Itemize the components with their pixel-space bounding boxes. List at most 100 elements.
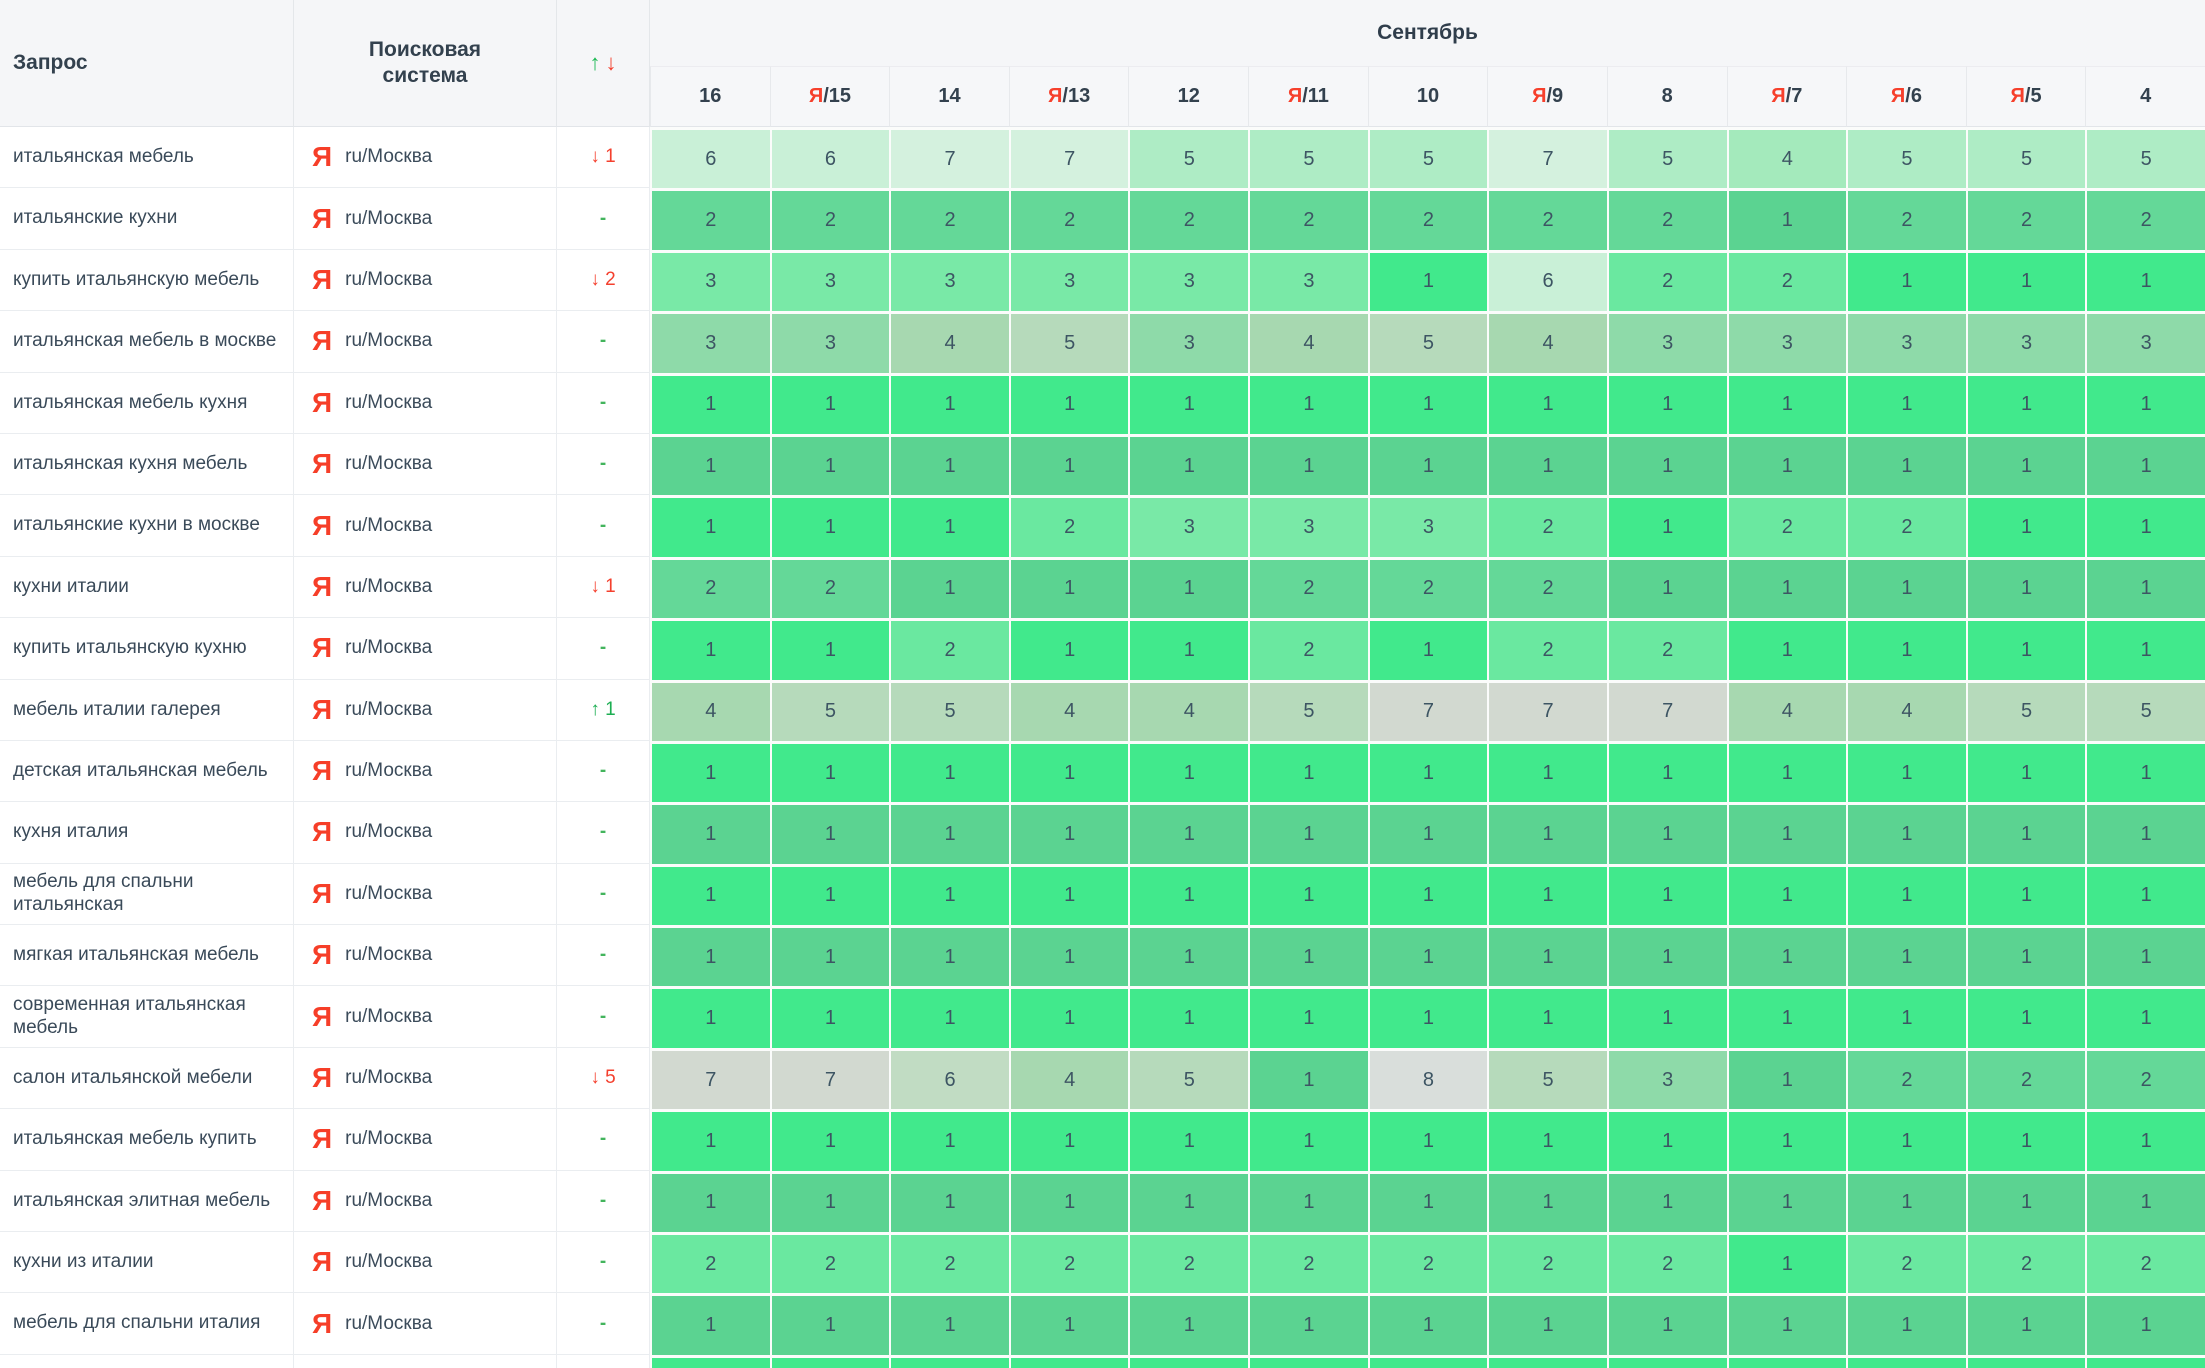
position-cell[interactable]: 2 (1248, 618, 1368, 680)
position-cell[interactable]: 1 (1606, 556, 1727, 619)
date-column-header[interactable]: Я/15 (769, 66, 890, 127)
position-cell[interactable]: 1 (1487, 372, 1607, 434)
position-cell[interactable]: 2 (889, 618, 1009, 680)
position-cell[interactable]: 1 (1606, 986, 1727, 1048)
position-cell[interactable]: 1 (1008, 1354, 1129, 1368)
position-cell[interactable]: 3 (769, 311, 890, 373)
position-cell[interactable]: 1 (1965, 740, 2086, 803)
position-cell[interactable]: 1 (1846, 618, 1966, 680)
position-cell[interactable]: 1 (1846, 925, 1966, 987)
date-column-header[interactable]: 10 (1367, 66, 1488, 127)
position-cell[interactable]: 1 (1248, 433, 1368, 496)
position-cell[interactable]: 1 (1128, 433, 1249, 496)
date-column-header[interactable]: Я/9 (1487, 66, 1607, 127)
position-cell[interactable]: 2 (769, 188, 890, 250)
position-cell[interactable]: 1 (650, 372, 770, 434)
query-cell[interactable]: современная итальянская мебель (0, 986, 294, 1048)
position-cell[interactable]: 2 (1606, 188, 1727, 250)
position-cell[interactable]: 4 (650, 679, 770, 741)
position-cell[interactable]: 5 (1248, 679, 1368, 741)
position-cell[interactable]: 2 (1248, 188, 1368, 250)
position-cell[interactable]: 1 (1606, 1109, 1727, 1171)
position-cell[interactable]: 1 (2085, 986, 2205, 1048)
position-cell[interactable]: 1 (1965, 863, 2086, 926)
position-cell[interactable]: 1 (1965, 1293, 2086, 1355)
position-cell[interactable]: 1 (1008, 740, 1129, 803)
position-cell[interactable]: 3 (1248, 249, 1368, 312)
position-cell[interactable]: 2 (1248, 556, 1368, 619)
position-cell[interactable]: 1 (1008, 433, 1129, 496)
position-cell[interactable]: 1 (650, 1354, 770, 1368)
position-cell[interactable]: 1 (1367, 802, 1488, 864)
position-cell[interactable]: 1 (1248, 1293, 1368, 1355)
query-cell[interactable]: итальянская элитная мебель (0, 1170, 294, 1233)
position-cell[interactable]: 3 (1367, 495, 1488, 557)
query-cell[interactable]: итальянская мебель купить (0, 1109, 294, 1171)
query-cell[interactable]: итальянские кухни (0, 188, 294, 250)
position-cell[interactable]: 1 (2085, 1170, 2205, 1233)
position-cell[interactable]: 1 (1487, 986, 1607, 1048)
position-cell[interactable]: 2 (1487, 618, 1607, 680)
position-cell[interactable]: 1 (1606, 863, 1727, 926)
position-cell[interactable]: 1 (1487, 1354, 1607, 1368)
position-cell[interactable]: 5 (1846, 127, 1966, 189)
position-cell[interactable]: 1 (769, 740, 890, 803)
position-cell[interactable]: 1 (1367, 433, 1488, 496)
position-cell[interactable]: 1 (1487, 740, 1607, 803)
position-cell[interactable]: 1 (889, 863, 1009, 926)
position-cell[interactable]: 4 (1008, 1047, 1129, 1110)
position-cell[interactable]: 1 (1248, 986, 1368, 1048)
position-cell[interactable]: 5 (2085, 127, 2205, 189)
position-cell[interactable]: 1 (1606, 925, 1727, 987)
position-cell[interactable]: 1 (2085, 1109, 2205, 1171)
position-cell[interactable]: 3 (1726, 311, 1847, 373)
position-cell[interactable]: 6 (889, 1047, 1009, 1110)
position-cell[interactable]: 2 (1606, 249, 1727, 312)
position-cell[interactable]: 2 (650, 1232, 770, 1294)
position-cell[interactable]: 1 (1008, 618, 1129, 680)
position-cell[interactable]: 1 (889, 802, 1009, 864)
position-cell[interactable]: 1 (650, 740, 770, 803)
position-cell[interactable]: 1 (1965, 1170, 2086, 1233)
position-cell[interactable]: 1 (1248, 1047, 1368, 1110)
position-cell[interactable]: 1 (1846, 863, 1966, 926)
query-cell[interactable]: итальянская кухня мебель (0, 433, 294, 496)
position-cell[interactable]: 1 (1248, 802, 1368, 864)
position-cell[interactable]: 1 (1128, 372, 1249, 434)
query-cell[interactable]: итальянская мебель в москве (0, 311, 294, 373)
position-cell[interactable]: 1 (1726, 618, 1847, 680)
position-cell[interactable]: 5 (769, 679, 890, 741)
position-cell[interactable]: 1 (1367, 925, 1488, 987)
position-cell[interactable]: 1 (1965, 1109, 2086, 1171)
position-cell[interactable]: 1 (889, 925, 1009, 987)
position-cell[interactable]: 2 (1128, 1232, 1249, 1294)
position-cell[interactable]: 1 (1008, 1109, 1129, 1171)
position-cell[interactable]: 1 (1965, 802, 2086, 864)
position-cell[interactable]: 1 (2085, 618, 2205, 680)
position-cell[interactable]: 7 (1367, 679, 1488, 741)
position-cell[interactable]: 4 (1726, 127, 1847, 189)
position-cell[interactable]: 1 (1606, 740, 1727, 803)
position-cell[interactable]: 1 (650, 863, 770, 926)
position-cell[interactable]: 1 (1726, 1293, 1847, 1355)
position-cell[interactable]: 1 (769, 1293, 890, 1355)
query-cell[interactable]: мебель для спальни итальянская (0, 863, 294, 926)
position-cell[interactable]: 1 (2085, 863, 2205, 926)
position-cell[interactable]: 3 (1248, 495, 1368, 557)
position-cell[interactable]: 1 (1606, 1170, 1727, 1233)
position-cell[interactable]: 6 (650, 127, 770, 189)
position-cell[interactable]: 5 (2085, 679, 2205, 741)
position-cell[interactable]: 1 (1248, 1109, 1368, 1171)
position-cell[interactable]: 3 (1606, 1047, 1727, 1110)
position-cell[interactable]: 1 (889, 986, 1009, 1048)
query-cell[interactable]: итальянская мебель кухня (0, 372, 294, 434)
position-cell[interactable]: 1 (1367, 863, 1488, 926)
position-cell[interactable]: 2 (2085, 188, 2205, 250)
position-cell[interactable]: 1 (1846, 556, 1966, 619)
position-cell[interactable]: 2 (1846, 1047, 1966, 1110)
date-column-header[interactable]: 8 (1606, 66, 1727, 127)
position-cell[interactable]: 1 (1606, 433, 1727, 496)
position-cell[interactable]: 1 (1487, 1293, 1607, 1355)
position-cell[interactable]: 1 (769, 1170, 890, 1233)
position-cell[interactable]: 4 (1248, 311, 1368, 373)
